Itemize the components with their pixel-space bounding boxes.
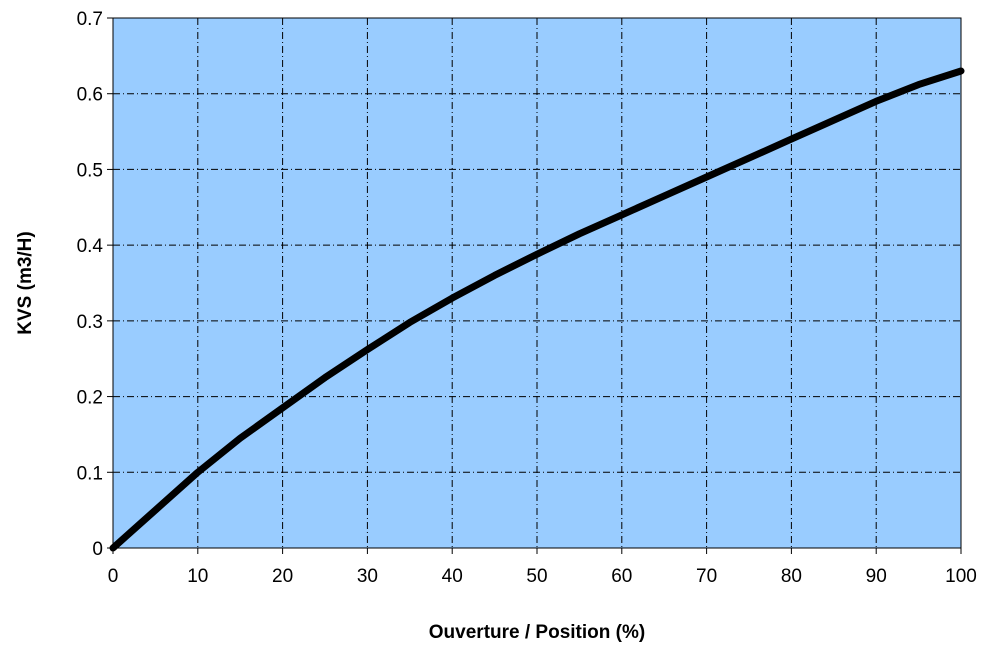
x-axis-title: Ouverture / Position (%) xyxy=(429,622,645,643)
series-line xyxy=(109,67,965,552)
y-tick-label: 0 xyxy=(92,539,103,560)
grid-lines xyxy=(113,18,961,548)
x-tick-label: 40 xyxy=(442,566,463,587)
y-tick-label: 0.1 xyxy=(77,463,103,484)
y-tick-label: 0.5 xyxy=(77,160,103,181)
x-tick-label: 50 xyxy=(526,566,547,587)
y-tick-labels: 0 0.1 0.2 0.3 0.4 0.5 0.6 0.7 xyxy=(77,9,104,560)
y-tick-label: 0.2 xyxy=(77,388,103,409)
x-tick-label: 70 xyxy=(696,566,717,587)
y-tick-label: 0.6 xyxy=(77,85,103,106)
series-layer xyxy=(109,67,965,552)
x-tick-label: 60 xyxy=(611,566,632,587)
x-tick-labels: 0 10 20 30 40 50 60 70 80 90 100 xyxy=(108,566,977,587)
x-tick-label: 30 xyxy=(357,566,378,587)
x-tick-label: 80 xyxy=(781,566,802,587)
y-axis-title: KVS (m3/H) xyxy=(15,231,36,334)
x-tick-label: 20 xyxy=(272,566,293,587)
x-tick-label: 100 xyxy=(945,566,977,587)
y-tick-label: 0.3 xyxy=(77,312,103,333)
y-tick-label: 0.7 xyxy=(77,9,103,30)
x-tick-label: 90 xyxy=(866,566,887,587)
x-tick-label: 10 xyxy=(187,566,208,587)
y-tick-label: 0.4 xyxy=(77,236,104,257)
x-tick-label: 0 xyxy=(108,566,119,587)
